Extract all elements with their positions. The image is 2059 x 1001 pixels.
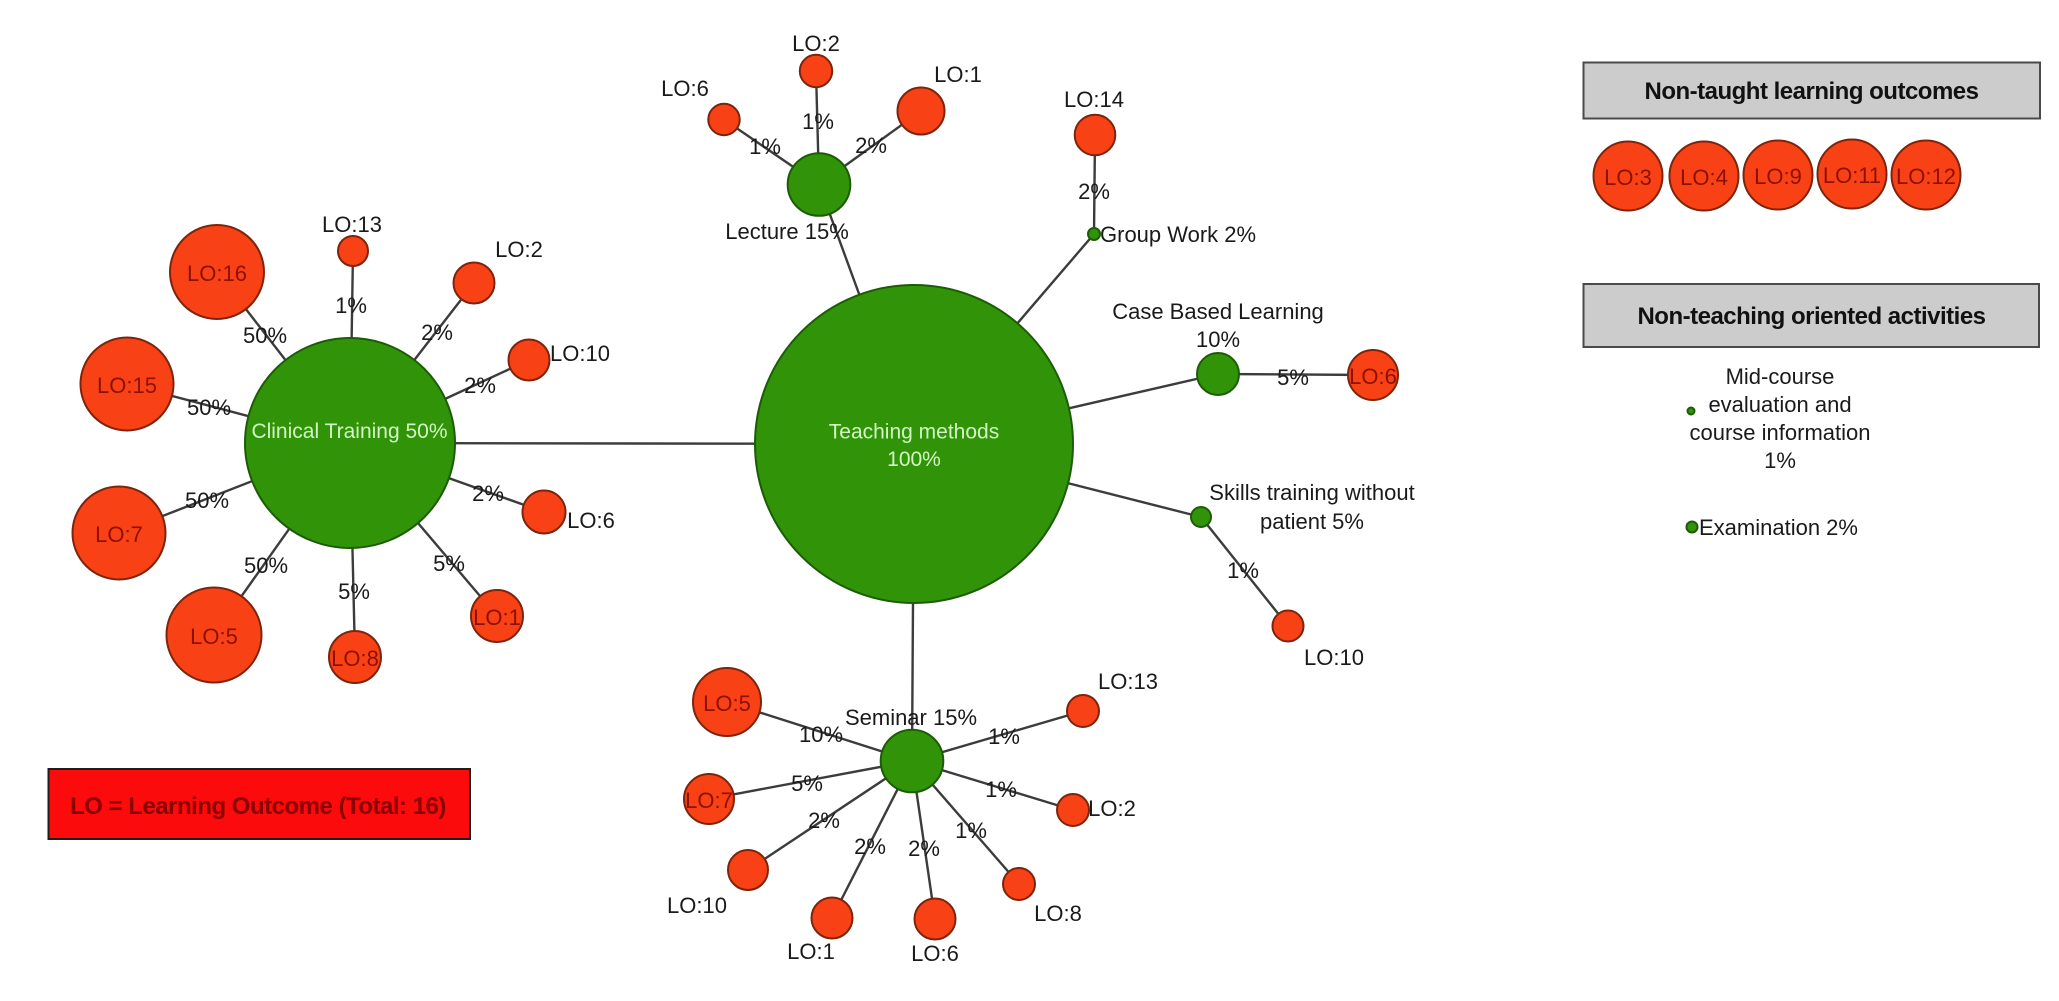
svg-text:LO:8: LO:8 [1034,901,1082,926]
svg-text:LO:1: LO:1 [473,605,521,630]
svg-text:LO:5: LO:5 [703,691,751,716]
svg-text:LO:2: LO:2 [1088,796,1136,821]
svg-text:LO:3: LO:3 [1604,165,1652,190]
svg-text:LO:11: LO:11 [1823,163,1881,188]
svg-text:LO:6: LO:6 [911,941,959,966]
svg-text:10%: 10% [799,722,843,747]
svg-text:5%: 5% [791,771,823,796]
svg-text:50%: 50% [243,323,287,348]
svg-text:5%: 5% [1277,365,1309,390]
svg-text:LO:2: LO:2 [495,237,543,262]
svg-text:Teaching methods: Teaching methods [829,421,999,444]
svg-text:1%: 1% [985,777,1017,802]
svg-text:1%: 1% [1764,448,1796,473]
svg-text:LO:2: LO:2 [792,31,840,56]
svg-text:Skills training without: Skills training without [1209,480,1414,505]
svg-text:Examination 2%: Examination 2% [1699,515,1858,540]
svg-text:LO:9: LO:9 [1754,164,1802,189]
svg-text:LO:10: LO:10 [667,893,727,918]
svg-text:50%: 50% [185,488,229,513]
svg-text:50%: 50% [187,395,231,420]
svg-text:LO:7: LO:7 [685,788,733,813]
svg-text:2%: 2% [472,481,504,506]
svg-text:1%: 1% [802,109,834,134]
svg-text:2%: 2% [464,373,496,398]
svg-text:2%: 2% [855,133,887,158]
svg-text:2%: 2% [908,836,940,861]
svg-text:1%: 1% [1227,558,1259,583]
svg-text:10%: 10% [1196,327,1240,352]
svg-text:5%: 5% [338,579,370,604]
svg-text:LO:8: LO:8 [331,646,379,671]
svg-text:2%: 2% [421,320,453,345]
svg-text:2%: 2% [1078,179,1110,204]
svg-text:50%: 50% [244,553,288,578]
svg-text:2%: 2% [808,808,840,833]
svg-text:LO:16: LO:16 [187,261,247,286]
svg-text:LO:12: LO:12 [1896,164,1956,189]
svg-text:Clinical Training 50%: Clinical Training 50% [251,420,447,443]
svg-text:1%: 1% [335,293,367,318]
svg-text:5%: 5% [433,551,465,576]
svg-text:Lecture 15%: Lecture 15% [725,219,849,244]
svg-text:Case Based Learning: Case Based Learning [1112,299,1324,324]
svg-text:LO:1: LO:1 [787,939,835,964]
svg-text:2%: 2% [854,834,886,859]
svg-text:LO:6: LO:6 [661,76,709,101]
svg-text:LO:13: LO:13 [322,212,382,237]
svg-text:1%: 1% [749,134,781,159]
svg-text:Seminar 15%: Seminar 15% [845,705,977,730]
svg-text:1%: 1% [955,818,987,843]
svg-text:LO:5: LO:5 [190,624,238,649]
svg-text:patient 5%: patient 5% [1260,509,1364,534]
svg-text:LO:6: LO:6 [567,508,615,533]
svg-text:LO = Learning Outcome (Total:: LO = Learning Outcome (Total: 16) [70,793,446,820]
svg-text:LO:4: LO:4 [1680,165,1728,190]
svg-text:LO:10: LO:10 [1304,645,1364,670]
svg-text:1%: 1% [988,724,1020,749]
svg-text:LO:1: LO:1 [934,62,982,87]
svg-text:LO:10: LO:10 [550,341,610,366]
svg-text:LO:14: LO:14 [1064,87,1124,112]
svg-text:Group Work 2%: Group Work 2% [1100,222,1256,247]
svg-text:LO:7: LO:7 [95,522,143,547]
svg-text:Non-taught learning outcomes: Non-taught learning outcomes [1645,78,1979,105]
svg-text:Non-teaching oriented activiti: Non-teaching oriented activities [1637,303,1985,330]
svg-text:Mid-course: Mid-course [1726,364,1835,389]
svg-text:LO:6: LO:6 [1349,364,1397,389]
svg-text:evaluation and: evaluation and [1708,392,1851,417]
svg-text:course information: course information [1690,420,1871,445]
svg-text:LO:15: LO:15 [97,373,157,398]
svg-text:100%: 100% [887,448,941,471]
svg-text:LO:13: LO:13 [1098,669,1158,694]
